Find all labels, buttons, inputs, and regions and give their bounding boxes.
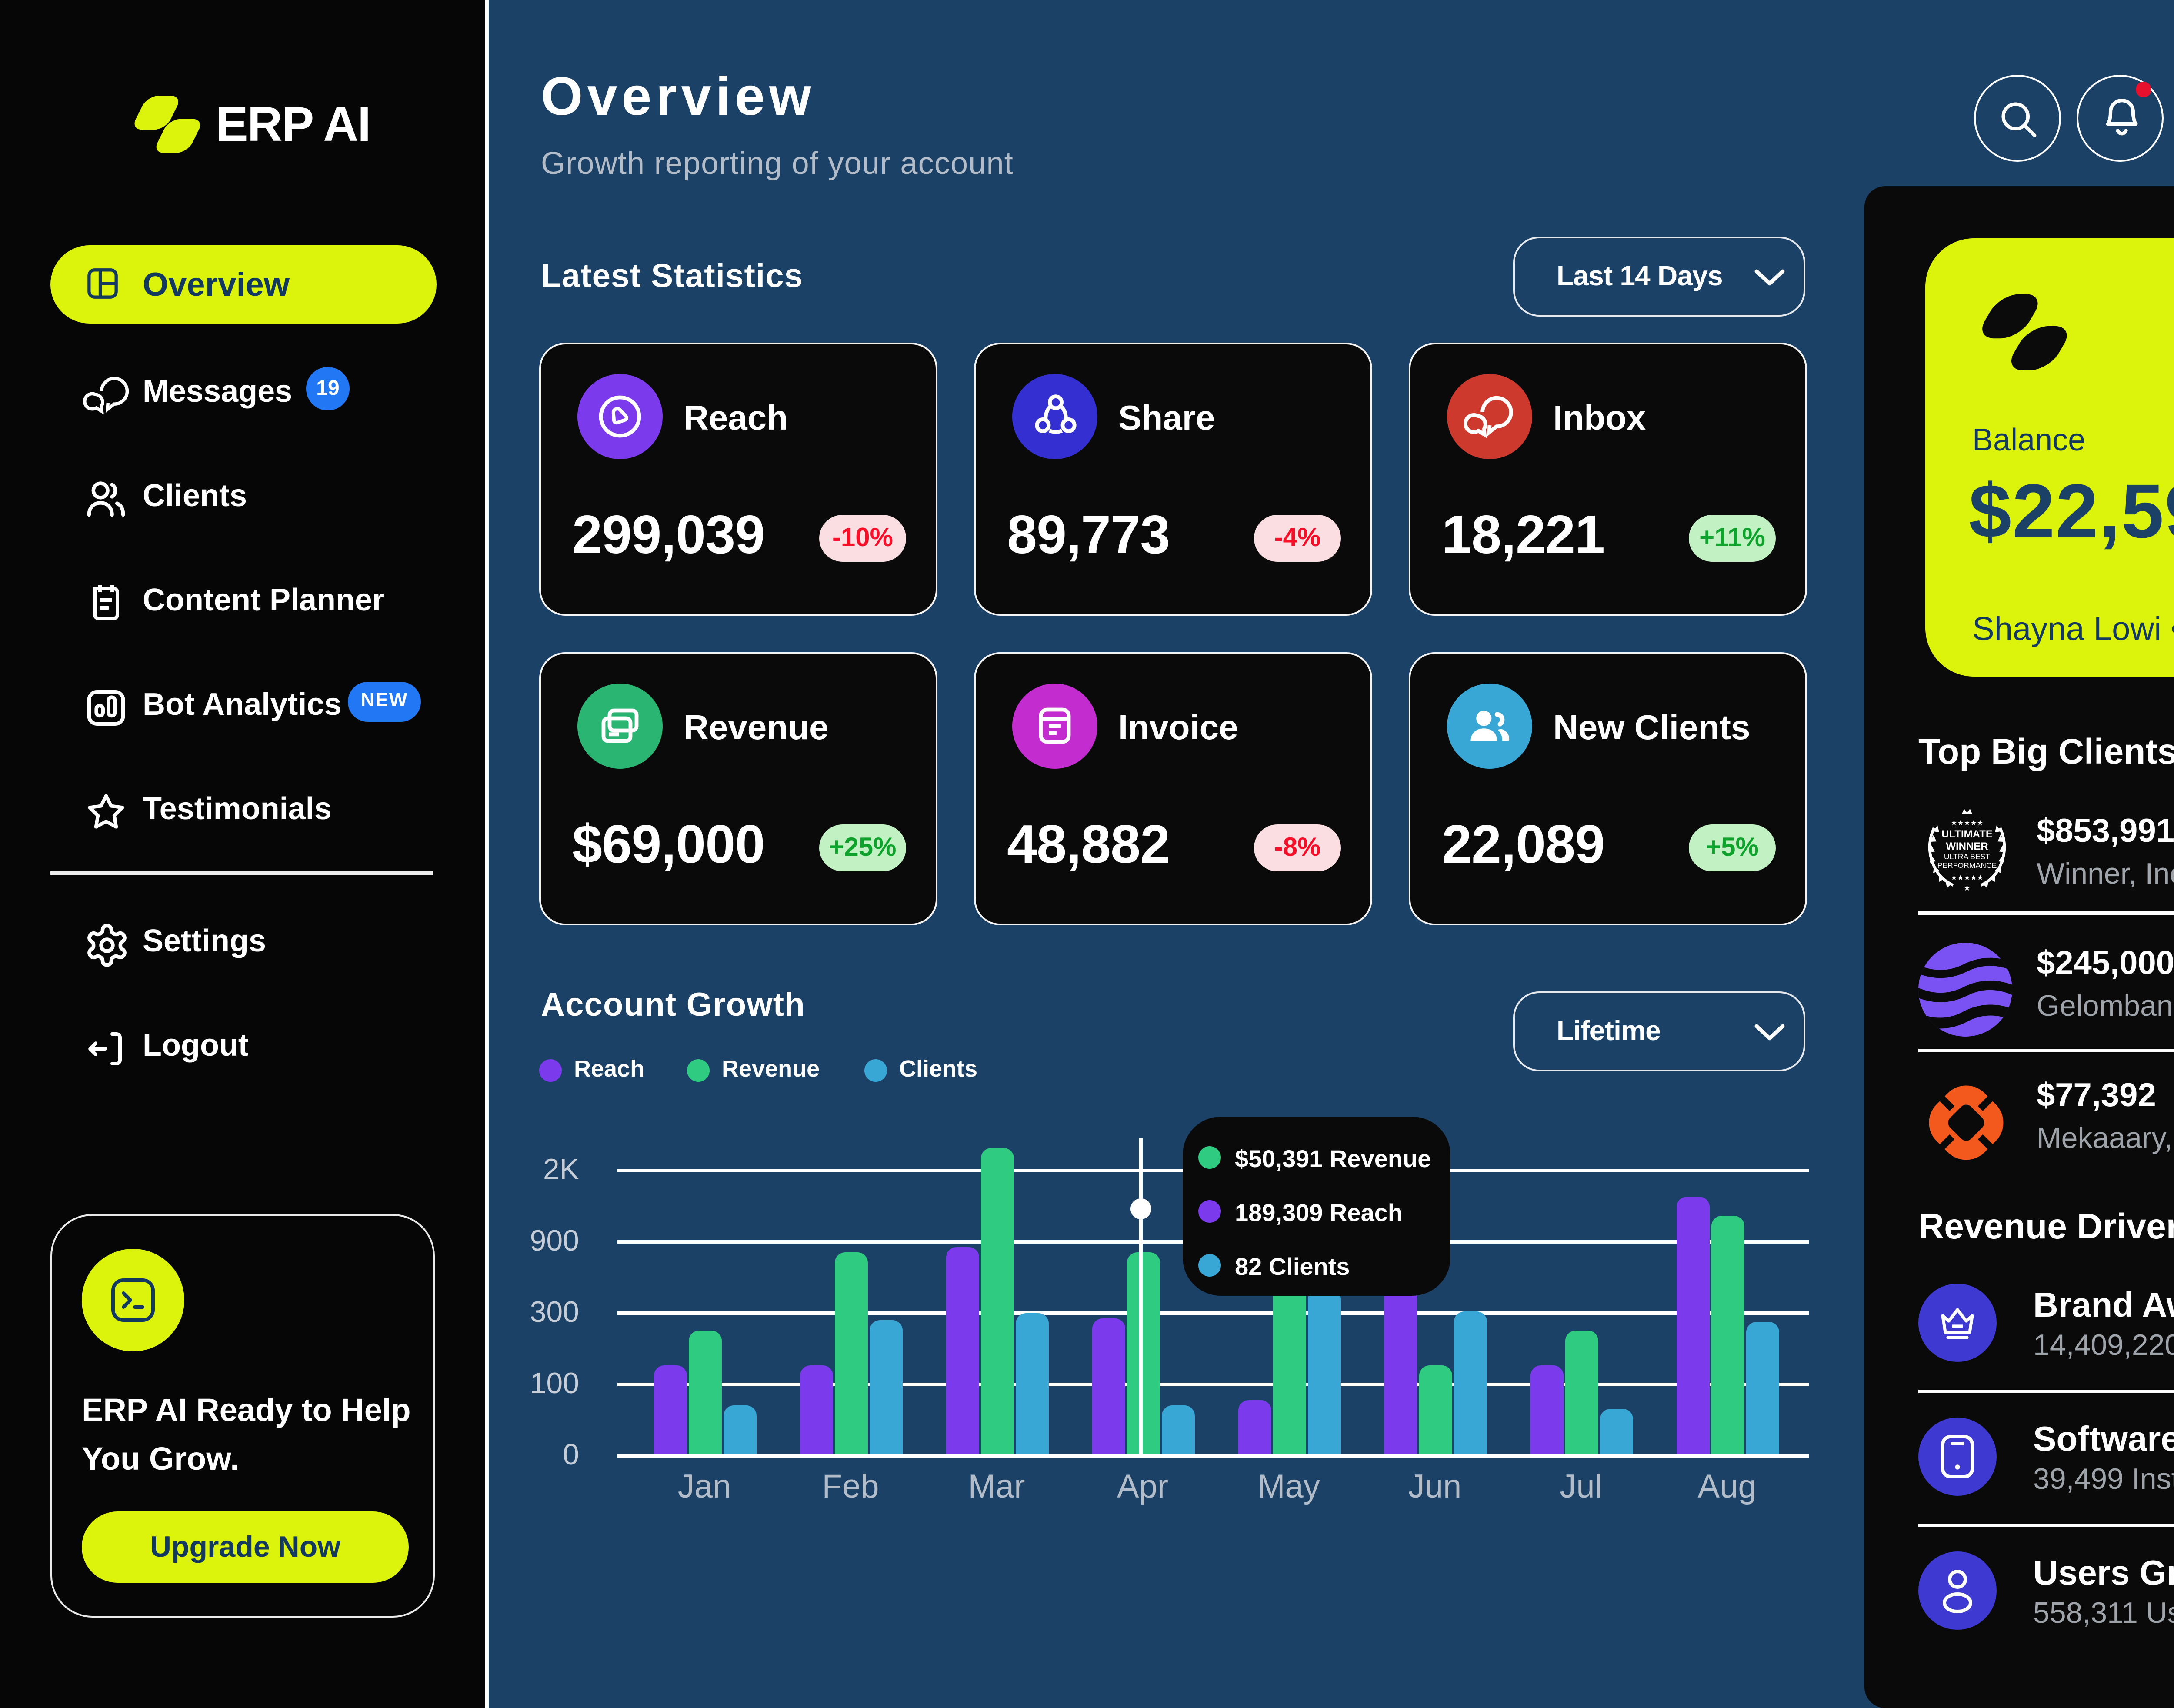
svg-text:★★★★★: ★★★★★ (1951, 819, 1983, 827)
svg-text:PERFORMANCE: PERFORMANCE (1937, 861, 1997, 870)
svg-text:ULTIMATE: ULTIMATE (1941, 828, 1993, 840)
svg-text:WINNER: WINNER (1946, 841, 1988, 852)
svg-text:★: ★ (1964, 883, 1971, 892)
svg-text:★★★★★: ★★★★★ (1951, 874, 1983, 882)
svg-text:ULTRA BEST: ULTRA BEST (1944, 852, 1990, 861)
